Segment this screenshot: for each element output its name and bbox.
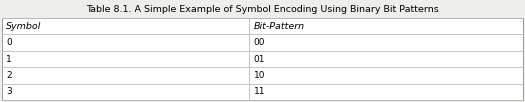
- Text: Bit-Pattern: Bit-Pattern: [254, 22, 304, 31]
- Text: 01: 01: [254, 54, 265, 64]
- Text: 2: 2: [6, 71, 12, 80]
- Text: Table 8.1. A Simple Example of Symbol Encoding Using Binary Bit Patterns: Table 8.1. A Simple Example of Symbol En…: [86, 4, 439, 13]
- Bar: [2, 18, 523, 100]
- Text: Symbol: Symbol: [6, 22, 41, 31]
- Text: 3: 3: [6, 87, 12, 96]
- Text: 0: 0: [6, 38, 12, 47]
- Text: 1: 1: [6, 54, 12, 64]
- Text: 10: 10: [254, 71, 265, 80]
- Text: 00: 00: [254, 38, 265, 47]
- Text: 11: 11: [254, 87, 265, 96]
